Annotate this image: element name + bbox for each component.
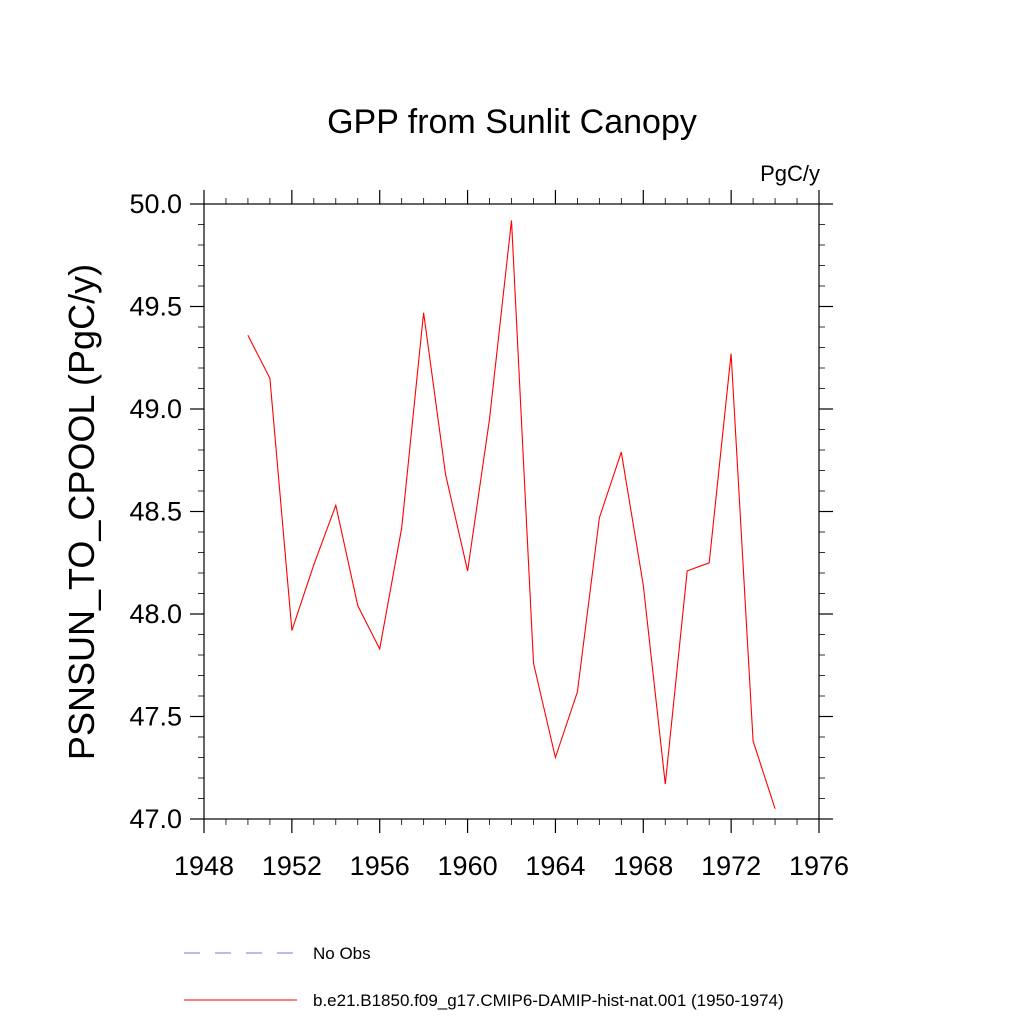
units-label: PgC/y [760,161,820,186]
series-line [247,220,776,809]
y-tick-label: 48.5 [129,497,182,527]
y-tick-label: 48.0 [129,599,182,629]
y-tick-label: 47.5 [129,702,182,732]
plot-frame [203,203,820,820]
x-tick-label: 1960 [438,851,498,881]
x-tick-label: 1948 [174,851,234,881]
legend: No Obs b.e21.B1850.f09_g17.CMIP6-DAMIP-hi… [184,944,784,1010]
legend-label: No Obs [313,944,371,963]
series-layer [247,220,776,809]
x-tick-label: 1956 [350,851,410,881]
y-tick-label: 49.5 [129,292,182,322]
x-tick-label: 1972 [701,851,761,881]
axis-ticks: 1948 1952 1956 1960 1964 1968 1972 1976 47.0 47.5… [129,189,849,881]
x-tick-label: 1964 [525,851,585,881]
x-tick-label: 1976 [789,851,849,881]
chart-title: GPP from Sunlit Canopy [327,103,697,141]
x-tick-label: 1952 [262,851,322,881]
y-tick-label: 47.0 [129,804,182,834]
y-tick-label: 50.0 [129,189,182,219]
y-tick-label: 49.0 [129,394,182,424]
legend-label: b.e21.B1850.f09_g17.CMIP6-DAMIP-hist-nat… [313,991,784,1010]
y-axis-title: PSNSUN_TO_CPOOL (PgC/y) [61,264,102,760]
x-tick-label: 1968 [613,851,673,881]
